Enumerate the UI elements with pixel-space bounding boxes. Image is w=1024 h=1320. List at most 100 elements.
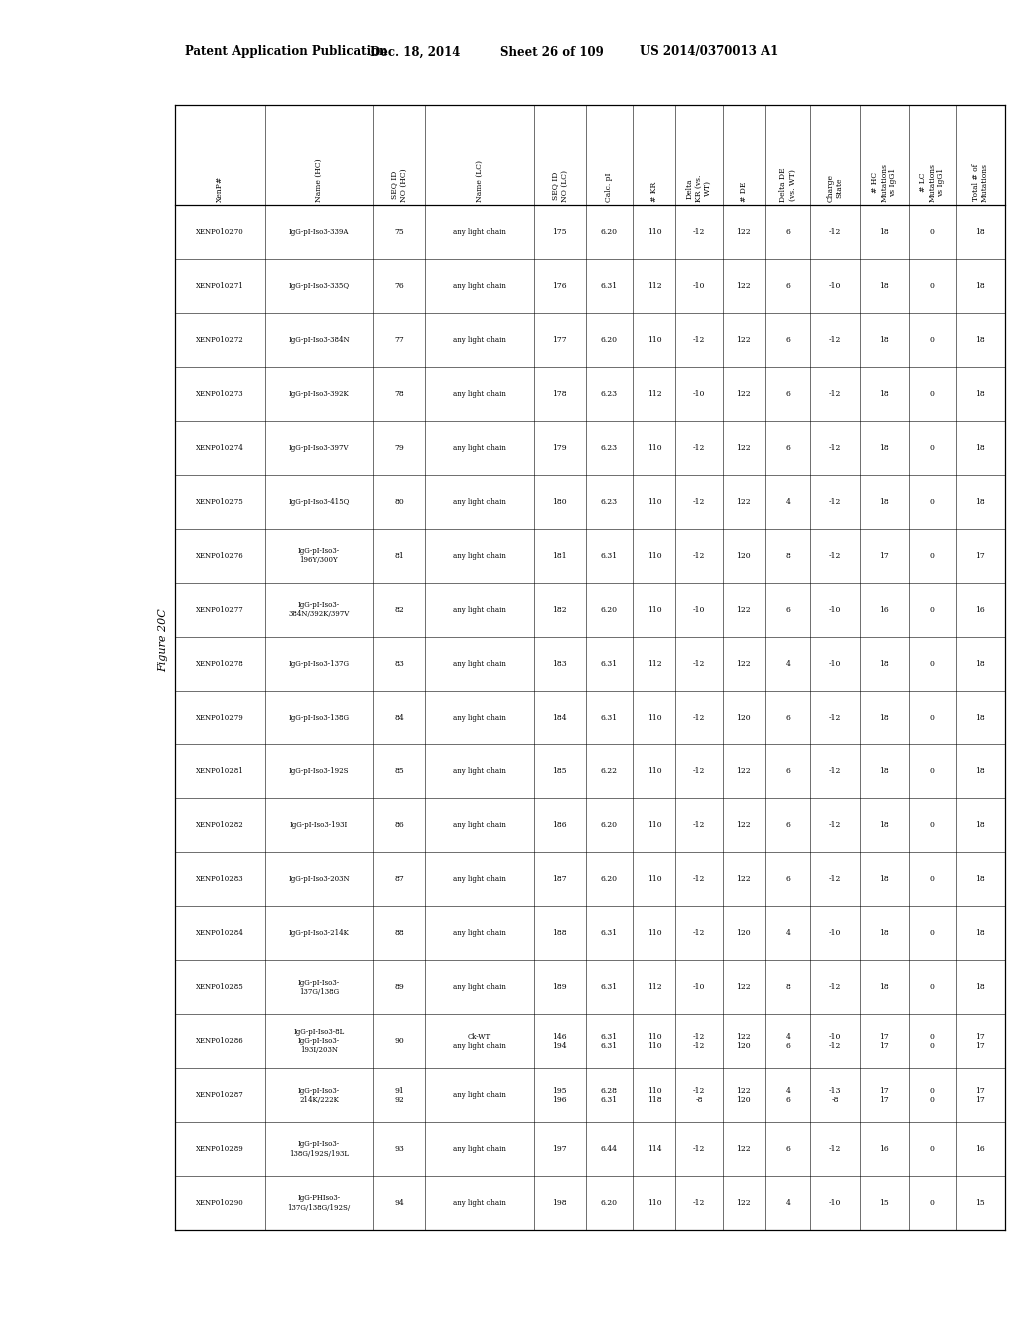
Text: 79: 79 bbox=[394, 444, 404, 451]
Text: 18: 18 bbox=[976, 714, 985, 722]
Text: 18: 18 bbox=[976, 660, 985, 668]
Text: 6: 6 bbox=[785, 606, 791, 614]
Text: IgG-pI-Iso3-137G: IgG-pI-Iso3-137G bbox=[289, 660, 349, 668]
Text: 0: 0 bbox=[930, 929, 935, 937]
Text: -10: -10 bbox=[693, 606, 706, 614]
Text: -12: -12 bbox=[693, 929, 706, 937]
Text: 18: 18 bbox=[880, 929, 889, 937]
Text: 18: 18 bbox=[880, 228, 889, 236]
Text: any light chain: any light chain bbox=[453, 389, 506, 397]
Text: 110: 110 bbox=[647, 498, 662, 506]
Text: 6.20: 6.20 bbox=[601, 335, 617, 345]
Text: 15: 15 bbox=[976, 1199, 985, 1206]
Text: any light chain: any light chain bbox=[453, 875, 506, 883]
Text: 16: 16 bbox=[880, 606, 889, 614]
Text: 18: 18 bbox=[976, 444, 985, 451]
Text: 185: 185 bbox=[553, 767, 567, 775]
Text: 6.20: 6.20 bbox=[601, 1199, 617, 1206]
Text: 6: 6 bbox=[785, 875, 791, 883]
Text: Total # of
Mutations: Total # of Mutations bbox=[972, 162, 989, 202]
Text: -12: -12 bbox=[828, 228, 842, 236]
Text: 78: 78 bbox=[394, 389, 404, 397]
Text: 114: 114 bbox=[647, 1144, 662, 1154]
Text: # LC
Mutations
vs IgG1: # LC Mutations vs IgG1 bbox=[920, 162, 945, 202]
Text: 6.23: 6.23 bbox=[601, 498, 617, 506]
Text: -12: -12 bbox=[693, 660, 706, 668]
Text: 6: 6 bbox=[785, 282, 791, 290]
Text: any light chain: any light chain bbox=[453, 1092, 506, 1100]
Text: XENP010271: XENP010271 bbox=[196, 282, 244, 290]
Text: 110: 110 bbox=[647, 875, 662, 883]
Text: 6.20: 6.20 bbox=[601, 821, 617, 829]
Text: 112: 112 bbox=[647, 389, 662, 397]
Text: 81: 81 bbox=[394, 552, 404, 560]
Text: -12: -12 bbox=[693, 1144, 706, 1154]
Text: 146
194: 146 194 bbox=[553, 1032, 567, 1049]
Text: 16: 16 bbox=[976, 1144, 985, 1154]
Text: -10: -10 bbox=[828, 282, 842, 290]
Text: IgG-pI-Iso3-
196Y/300Y: IgG-pI-Iso3- 196Y/300Y bbox=[298, 546, 340, 564]
Text: 6.44: 6.44 bbox=[601, 1144, 617, 1154]
Text: XENP010286: XENP010286 bbox=[196, 1038, 244, 1045]
Text: -12: -12 bbox=[693, 228, 706, 236]
Text: XENP010279: XENP010279 bbox=[196, 714, 244, 722]
Text: 91
92: 91 92 bbox=[394, 1086, 404, 1104]
Text: 84: 84 bbox=[394, 714, 404, 722]
Text: 183: 183 bbox=[552, 660, 567, 668]
Text: 18: 18 bbox=[976, 228, 985, 236]
Text: SEQ ID
NO (LC): SEQ ID NO (LC) bbox=[551, 170, 568, 202]
Text: any light chain: any light chain bbox=[453, 552, 506, 560]
Text: -12: -12 bbox=[828, 444, 842, 451]
Text: 110: 110 bbox=[647, 714, 662, 722]
Text: 6: 6 bbox=[785, 444, 791, 451]
Text: 6.23: 6.23 bbox=[601, 389, 617, 397]
Text: 6.31: 6.31 bbox=[601, 282, 617, 290]
Text: 6: 6 bbox=[785, 714, 791, 722]
Text: 18: 18 bbox=[880, 767, 889, 775]
Text: -12: -12 bbox=[828, 983, 842, 991]
Text: 176: 176 bbox=[553, 282, 567, 290]
Text: XENP010270: XENP010270 bbox=[196, 228, 244, 236]
Text: 112: 112 bbox=[647, 660, 662, 668]
Text: 110: 110 bbox=[647, 1199, 662, 1206]
Text: IgG-pI-Iso3-203N: IgG-pI-Iso3-203N bbox=[288, 875, 350, 883]
Text: -12: -12 bbox=[828, 389, 842, 397]
Text: 6.31: 6.31 bbox=[601, 983, 617, 991]
Text: 122: 122 bbox=[736, 660, 752, 668]
Text: 110
118: 110 118 bbox=[647, 1086, 662, 1104]
Text: IgG-pI-Iso3-
137G/138G: IgG-pI-Iso3- 137G/138G bbox=[298, 978, 340, 995]
Text: 0: 0 bbox=[930, 606, 935, 614]
Text: 4: 4 bbox=[785, 498, 791, 506]
Text: 122: 122 bbox=[736, 389, 752, 397]
Text: IgG-pI-Iso3-214K: IgG-pI-Iso3-214K bbox=[289, 929, 349, 937]
Text: 182: 182 bbox=[553, 606, 567, 614]
Text: 17: 17 bbox=[976, 552, 985, 560]
Text: 18: 18 bbox=[976, 767, 985, 775]
Text: Delta DE
(vs. WT): Delta DE (vs. WT) bbox=[779, 168, 797, 202]
Text: XENP010283: XENP010283 bbox=[196, 875, 244, 883]
Text: 18: 18 bbox=[880, 282, 889, 290]
Text: 6.20: 6.20 bbox=[601, 875, 617, 883]
Text: 122: 122 bbox=[736, 498, 752, 506]
Text: 17: 17 bbox=[880, 552, 889, 560]
Text: XENP010275: XENP010275 bbox=[196, 498, 244, 506]
Text: 4: 4 bbox=[785, 929, 791, 937]
Text: 85: 85 bbox=[394, 767, 404, 775]
Text: Charge
State: Charge State bbox=[826, 174, 844, 202]
Text: 197: 197 bbox=[553, 1144, 567, 1154]
Text: -10
-12: -10 -12 bbox=[828, 1032, 842, 1049]
Text: 188: 188 bbox=[553, 929, 567, 937]
Text: 6.20: 6.20 bbox=[601, 228, 617, 236]
Text: any light chain: any light chain bbox=[453, 606, 506, 614]
Text: 181: 181 bbox=[553, 552, 567, 560]
Text: 122: 122 bbox=[736, 983, 752, 991]
Text: Sheet 26 of 109: Sheet 26 of 109 bbox=[500, 45, 604, 58]
Text: 6: 6 bbox=[785, 335, 791, 345]
Text: 0: 0 bbox=[930, 1144, 935, 1154]
Text: XenP#: XenP# bbox=[216, 176, 224, 202]
Text: 76: 76 bbox=[394, 282, 404, 290]
Text: IgG-pI-Iso3-192S: IgG-pI-Iso3-192S bbox=[289, 767, 349, 775]
Text: -10: -10 bbox=[693, 983, 706, 991]
Text: 18: 18 bbox=[880, 335, 889, 345]
Text: XENP010287: XENP010287 bbox=[196, 1092, 244, 1100]
